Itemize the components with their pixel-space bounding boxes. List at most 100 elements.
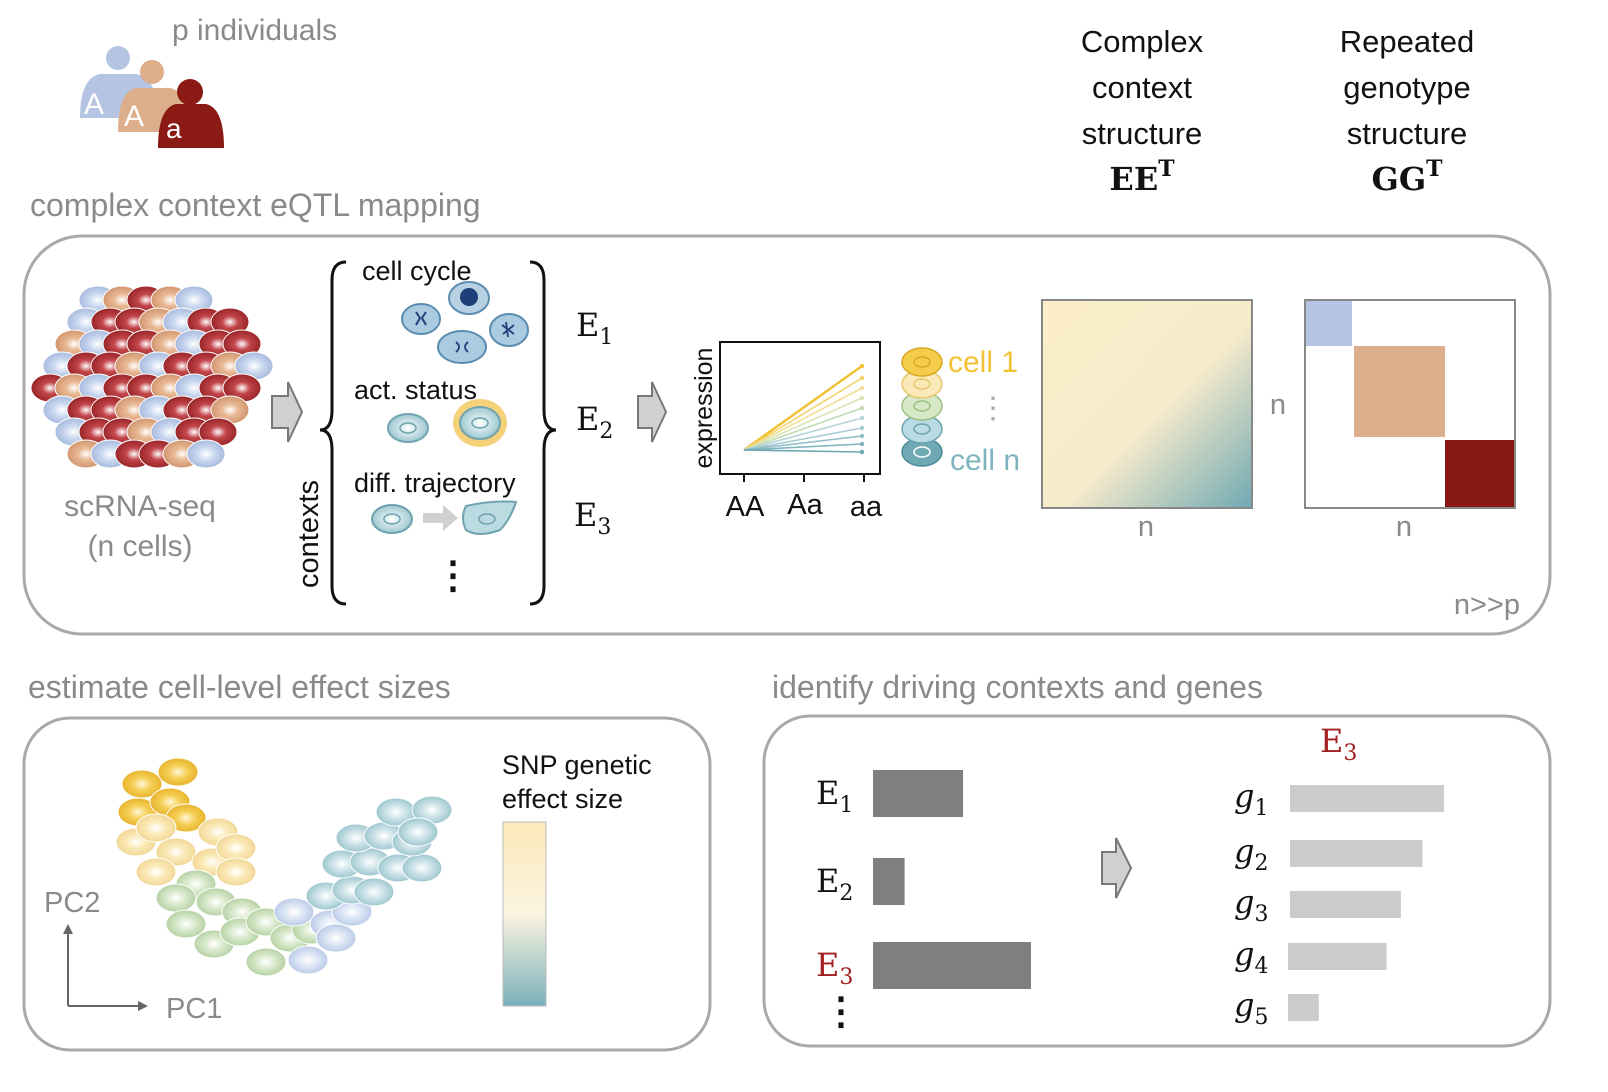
expression-point xyxy=(859,415,865,421)
cell-dots: ⋮ xyxy=(978,392,1008,425)
diff-trajectory-icons xyxy=(371,500,518,535)
expression-point xyxy=(859,375,865,381)
individuals-group: A A a p individuals xyxy=(80,14,337,148)
expression-plot: expression AA Aa aa xyxy=(690,341,883,523)
gg-block-2 xyxy=(1354,346,1445,437)
context-bar-label: E2 xyxy=(816,862,853,906)
gg-n-side-label: n xyxy=(1270,389,1286,421)
context-bar xyxy=(873,770,964,817)
e2-label: E2 xyxy=(576,400,613,444)
effect-legend-line1: SNP genetic xyxy=(502,750,652,780)
pc-cell xyxy=(135,813,177,843)
gene-bar-label: g3 xyxy=(1234,883,1268,927)
arrow-icon-1 xyxy=(271,381,304,443)
pc-cell xyxy=(315,923,357,953)
gg-symbol: GGT xyxy=(1371,156,1443,198)
expression-tick-2: Aa xyxy=(787,489,823,521)
drivers-section-title: identify driving contexts and genes xyxy=(772,669,1263,705)
left-brace xyxy=(319,260,347,606)
gene-bar-label-sub: 5 xyxy=(1254,1005,1268,1030)
mapping-panel xyxy=(22,234,1552,636)
pc1-label: PC1 xyxy=(166,993,222,1025)
expression-tick-3: aa xyxy=(850,491,883,523)
pc-cell xyxy=(155,837,197,867)
e3-label: E3 xyxy=(574,496,611,540)
mapping-section-title: complex context eQTL mapping xyxy=(30,187,481,223)
expression-tick-1: AA xyxy=(726,491,765,523)
expression-point xyxy=(859,449,865,455)
context-bar xyxy=(873,858,905,905)
gene-bar-label: g2 xyxy=(1234,832,1268,876)
gene-bar-label: g4 xyxy=(1234,935,1268,979)
expression-line xyxy=(743,377,863,451)
gene-bar-label-base: g xyxy=(1234,935,1254,973)
e1-label-sub: 1 xyxy=(599,325,613,350)
selected-context-label: E3 xyxy=(1320,722,1357,766)
effects-panel xyxy=(22,716,712,1052)
gene-bar xyxy=(1288,994,1319,1021)
expression-point xyxy=(859,385,865,391)
context-bar-label-sub: 3 xyxy=(839,965,853,990)
expression-line xyxy=(743,387,863,451)
arrow-icon-3 xyxy=(1101,837,1133,899)
expression-line xyxy=(743,417,863,451)
expression-line xyxy=(743,407,863,451)
person-icon-dark xyxy=(158,79,224,148)
ee-header-line2: context xyxy=(1092,70,1192,105)
e1-label-base: E xyxy=(576,306,599,344)
gene-bar xyxy=(1290,840,1423,867)
context-bar-label: E1 xyxy=(816,774,853,818)
gg-symbol-base: GG xyxy=(1371,160,1426,198)
selected-context-sub: 3 xyxy=(1343,741,1357,766)
ee-symbol-sup: T xyxy=(1158,156,1175,182)
expression-point xyxy=(859,395,865,401)
ratio-note: n>>p xyxy=(1454,589,1520,621)
expression-point xyxy=(859,425,865,431)
cell-stack xyxy=(901,347,943,467)
scrna-label-line1: scRNA-seq xyxy=(64,490,216,523)
context-label-act-status: act. status xyxy=(354,375,477,405)
pc-cell xyxy=(157,757,199,787)
gg-symbol-sup: T xyxy=(1426,156,1443,182)
allele-label-2: A xyxy=(124,100,144,133)
e3-label-base: E xyxy=(574,496,597,534)
e2-label-sub: 2 xyxy=(599,419,613,444)
expression-point xyxy=(859,405,865,411)
individuals-label: p individuals xyxy=(172,14,337,47)
context-bar-label: E3 xyxy=(816,946,853,990)
pc-cell-scatter xyxy=(115,757,453,977)
gg-matrix xyxy=(1304,299,1516,509)
gg-header-line2: genotype xyxy=(1343,70,1471,105)
allele-label-1: A xyxy=(84,88,104,121)
context-bar xyxy=(873,942,1031,989)
expression-point xyxy=(859,433,865,439)
pc-cell xyxy=(155,883,197,913)
gene-bar xyxy=(1290,891,1401,918)
expression-line xyxy=(743,435,863,451)
expression-point xyxy=(859,363,865,369)
context-bar-label-base: E xyxy=(816,946,839,984)
e3-label-sub: 3 xyxy=(597,515,611,540)
gene-bar-label-sub: 2 xyxy=(1254,851,1268,876)
expression-line xyxy=(743,397,863,451)
gg-block-3 xyxy=(1445,440,1514,507)
gg-column-header: Repeated genotype structure GGT xyxy=(1340,24,1474,198)
ee-symbol-base: EE xyxy=(1109,160,1158,198)
effect-legend-line2: effect size xyxy=(502,784,623,814)
pc2-label: PC2 xyxy=(44,887,100,919)
effect-colorbar xyxy=(502,821,547,1007)
gene-bar-label-sub: 3 xyxy=(1254,902,1268,927)
context-bar-label-base: E xyxy=(816,774,839,812)
ee-header-line3: structure xyxy=(1082,116,1203,151)
arrow-icon-2 xyxy=(637,381,668,443)
gg-n-bottom-label: n xyxy=(1396,511,1412,543)
ee-matrix xyxy=(1041,299,1253,509)
expression-line xyxy=(743,443,863,451)
gene-bar-label-sub: 1 xyxy=(1254,796,1268,821)
expression-line xyxy=(743,364,863,452)
gene-bar-label-sub: 4 xyxy=(1254,954,1268,979)
expression-line xyxy=(743,449,863,453)
expression-point xyxy=(859,441,865,447)
